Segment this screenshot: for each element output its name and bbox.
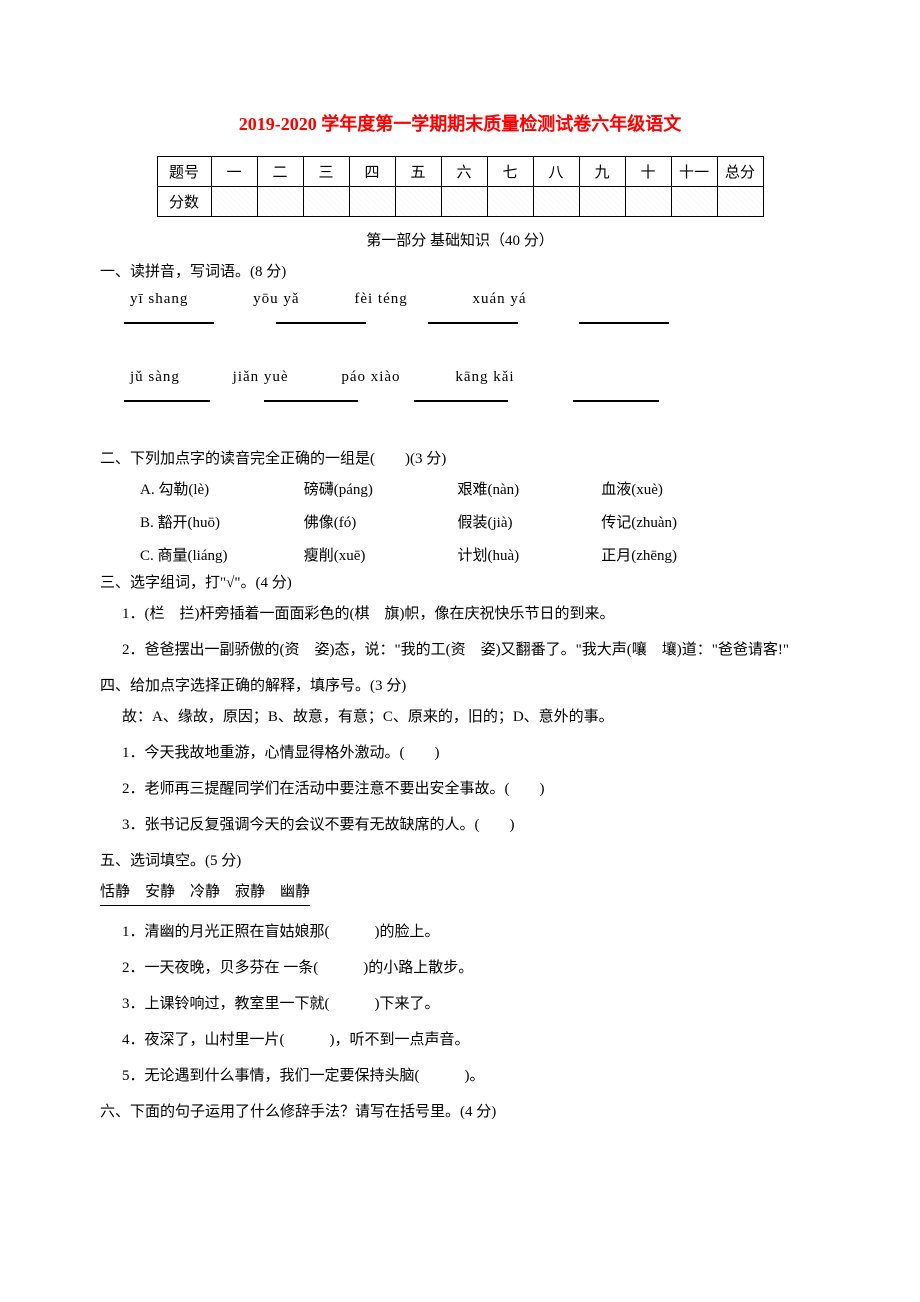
th: 十 — [625, 157, 671, 187]
pinyin: jiǎn yuè — [233, 369, 289, 385]
q4-item-3: 3．张书记反复强调今天的会议不要有无故缺席的人。( ) — [100, 813, 820, 837]
th: 六 — [441, 157, 487, 187]
pinyin: kāng kǎi — [455, 369, 514, 385]
q5-word-bank: 恬静 安静 冷静 寂静 幽静 — [100, 880, 820, 906]
opt-c1: A. 勾勒(lè) — [140, 478, 300, 499]
q5-item-1: 1．清幽的月光正照在盲姑娘那( )的脸上。 — [100, 920, 820, 944]
answer-blank — [579, 314, 669, 324]
td-blank — [257, 187, 303, 217]
part-header: 第一部分 基础知识（40 分） — [100, 229, 820, 250]
pinyin-row-1: yī shang yōu yǎ fèi téng xuán yá — [100, 291, 820, 308]
answer-blank — [124, 314, 214, 324]
td-blank — [579, 187, 625, 217]
table-row: 分数 — [157, 187, 763, 217]
td-blank — [395, 187, 441, 217]
q4-note: 故：A、缘故，原因；B、故意，有意；C、原来的，旧的；D、意外的事。 — [100, 705, 820, 729]
q2-option-a: A. 勾勒(lè) 磅礴(páng) 艰难(nàn) 血液(xuè) — [100, 478, 820, 499]
q5-item-3: 3．上课铃响过，教室里一下就( )下来了。 — [100, 992, 820, 1016]
pinyin: páo xiào — [341, 369, 400, 385]
opt-c4: 血液(xuè) — [601, 478, 741, 499]
td-blank — [671, 187, 717, 217]
q6-heading: 六、下面的句子运用了什么修辞手法？请写在括号里。(4 分) — [100, 1100, 820, 1121]
opt-c1: C. 商量(liáng) — [140, 544, 300, 565]
q5-item-5: 5．无论遇到什么事情，我们一定要保持头脑( )。 — [100, 1064, 820, 1088]
q5-item-4: 4．夜深了，山村里一片( )，听不到一点声音。 — [100, 1028, 820, 1052]
th: 五 — [395, 157, 441, 187]
th: 四 — [349, 157, 395, 187]
answer-blank — [428, 314, 518, 324]
td-blank — [717, 187, 763, 217]
doc-title: 2019-2020 学年度第一学期期末质量检测试卷六年级语文 — [100, 110, 820, 136]
pinyin: jǔ sàng — [130, 369, 180, 385]
th: 三 — [303, 157, 349, 187]
q4-item-1: 1．今天我故地重游，心情显得格外激动。( ) — [100, 741, 820, 765]
opt-c3: 艰难(nàn) — [458, 478, 598, 499]
score-table: 题号 一 二 三 四 五 六 七 八 九 十 十一 总分 分数 — [157, 156, 764, 217]
q5-item-2: 2．一天夜晚，贝多芬在 一条( )的小路上散步。 — [100, 956, 820, 980]
q1-heading: 一、读拼音，写词语。(8 分) — [100, 260, 820, 281]
opt-c4: 正月(zhēng) — [601, 544, 741, 565]
th: 二 — [257, 157, 303, 187]
word-bank-text: 恬静 安静 冷静 寂静 幽静 — [100, 880, 310, 906]
th: 总分 — [717, 157, 763, 187]
td-blank — [625, 187, 671, 217]
q3-item-2: 2．爸爸摆出一副骄傲的(资 姿)态，说："我的工(资 姿)又翻番了。"我大声(嚷… — [100, 638, 820, 662]
q5-heading: 五、选词填空。(5 分) — [100, 849, 820, 870]
td-label: 分数 — [157, 187, 211, 217]
opt-c3: 假装(jià) — [458, 511, 598, 532]
q3-heading: 三、选字组词，打"√"。(4 分) — [100, 571, 820, 592]
pinyin: xuán yá — [473, 291, 527, 307]
opt-c4: 传记(zhuàn) — [601, 511, 741, 532]
td-blank — [441, 187, 487, 217]
th: 七 — [487, 157, 533, 187]
q2-option-c: C. 商量(liáng) 瘦削(xuē) 计划(huà) 正月(zhēng) — [100, 544, 820, 565]
underline-row-1 — [100, 312, 820, 329]
th: 九 — [579, 157, 625, 187]
th: 十一 — [671, 157, 717, 187]
opt-c1: B. 豁开(huō) — [140, 511, 300, 532]
th: 八 — [533, 157, 579, 187]
td-blank — [303, 187, 349, 217]
q4-item-2: 2．老师再三提醒同学们在活动中要注意不要出安全事故。( ) — [100, 777, 820, 801]
underline-row-2 — [100, 390, 820, 407]
opt-c3: 计划(huà) — [458, 544, 598, 565]
td-blank — [533, 187, 579, 217]
pinyin: yī shang — [130, 291, 188, 307]
opt-c2: 磅礴(páng) — [304, 478, 454, 499]
q2-heading: 二、下列加点字的读音完全正确的一组是( )(3 分) — [100, 447, 820, 468]
table-row: 题号 一 二 三 四 五 六 七 八 九 十 十一 总分 — [157, 157, 763, 187]
answer-blank — [124, 392, 210, 402]
opt-c2: 佛像(fó) — [304, 511, 454, 532]
opt-c2: 瘦削(xuē) — [304, 544, 454, 565]
answer-blank — [573, 392, 659, 402]
q2-option-b: B. 豁开(huō) 佛像(fó) 假装(jià) 传记(zhuàn) — [100, 511, 820, 532]
answer-blank — [264, 392, 358, 402]
pinyin: yōu yǎ — [253, 291, 299, 307]
pinyin: fèi téng — [354, 291, 407, 307]
td-blank — [349, 187, 395, 217]
td-blank — [211, 187, 257, 217]
answer-blank — [414, 392, 508, 402]
th-label: 题号 — [157, 157, 211, 187]
th: 一 — [211, 157, 257, 187]
pinyin-row-2: jǔ sàng jiǎn yuè páo xiào kāng kǎi — [100, 369, 820, 386]
q3-item-1: 1．(栏 拦)杆旁插着一面面彩色的(棋 旗)帜，像在庆祝快乐节日的到来。 — [100, 602, 820, 626]
td-blank — [487, 187, 533, 217]
answer-blank — [276, 314, 366, 324]
q4-heading: 四、给加点字选择正确的解释，填序号。(3 分) — [100, 674, 820, 695]
